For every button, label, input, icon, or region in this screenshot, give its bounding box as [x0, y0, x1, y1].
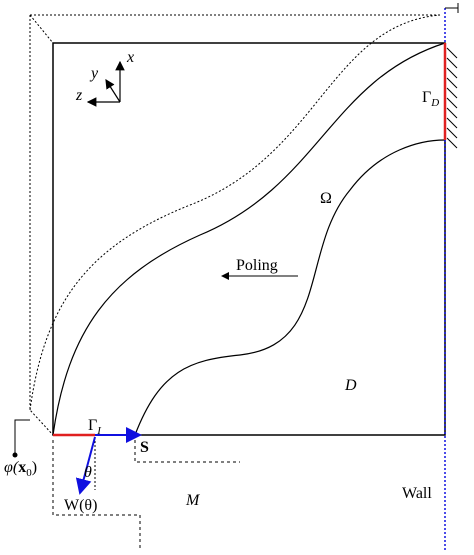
x-axis-label: x [126, 49, 134, 66]
lower-boundary [134, 139, 446, 436]
design-label: D [344, 377, 357, 394]
potential-close: ) [32, 459, 37, 476]
force-label: S [140, 439, 149, 456]
upper-boundary [52, 42, 446, 436]
z-axis-label: z [75, 87, 83, 104]
gamma-d-subscript: D [430, 97, 439, 109]
omega-label: Ω [320, 190, 332, 207]
potential-lead [14, 419, 30, 455]
angle-label: θ [84, 464, 92, 481]
poling-label: Poling [236, 257, 278, 274]
gamma-i-subscript: I [96, 425, 102, 437]
gamma-d-symbol: Γ [422, 89, 431, 106]
axis-icon [86, 60, 125, 107]
potential-symbol: φ( [4, 459, 20, 476]
gamma-i-symbol: Γ [88, 417, 97, 434]
work-label: W(θ) [64, 497, 97, 514]
work-arrow [75, 436, 96, 495]
gamma-d-label: ΓD [422, 89, 439, 109]
potential-node [12, 452, 18, 458]
gamma-i-label: ΓI [88, 417, 102, 437]
hatching [446, 47, 458, 149]
wall-label: Wall [402, 485, 432, 502]
domain-box [52, 42, 446, 436]
mold-label: M [185, 492, 201, 509]
potential-label: φ(x0) [4, 459, 37, 479]
wall-end [445, 3, 459, 13]
mold-outline [52, 440, 240, 548]
potential-argument: x [18, 459, 26, 476]
y-axis-label: y [89, 65, 99, 82]
potential-subscript: 0 [26, 467, 32, 479]
outer-shadow [29, 14, 441, 436]
